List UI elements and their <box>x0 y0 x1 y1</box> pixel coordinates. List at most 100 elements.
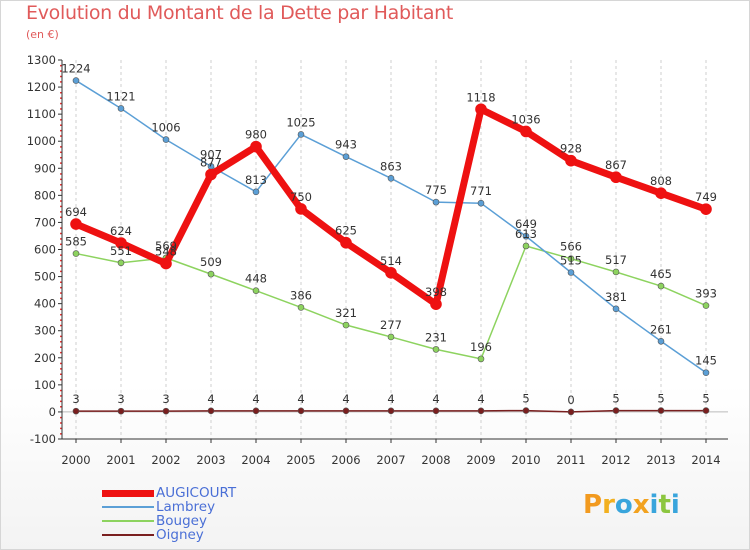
y-minor-tick <box>60 108 62 110</box>
data-point-bougey <box>612 268 620 276</box>
data-point-augicourt <box>385 266 397 279</box>
y-minor-tick <box>60 324 62 327</box>
y-minor-tick <box>60 341 62 343</box>
data-label-augicourt: 980 <box>245 128 267 142</box>
y-minor-tick <box>60 281 62 283</box>
data-point-bougey <box>342 321 350 329</box>
data-point-augicourt <box>430 298 442 310</box>
x-tick-label: 2004 <box>241 453 270 467</box>
data-label-lambrey: 145 <box>695 354 717 368</box>
y-minor-tick <box>60 346 62 348</box>
logo-letter: P <box>583 490 603 520</box>
data-label-augicourt: 398 <box>425 285 447 299</box>
data-point-bougey <box>477 355 485 363</box>
data-point-lambrey <box>117 105 125 112</box>
data-label-augicourt: 877 <box>200 156 222 170</box>
data-point-oigney <box>432 407 440 415</box>
y-tick-label: 0 <box>49 405 56 419</box>
data-label-lambrey: 649 <box>515 217 537 231</box>
y-tick-label: 200 <box>34 351 56 365</box>
y-minor-tick <box>60 362 62 365</box>
y-minor-tick <box>60 373 62 376</box>
legend-swatch <box>102 489 154 497</box>
y-minor-tick <box>60 70 62 72</box>
data-label-augicourt: 1118 <box>466 90 495 104</box>
legend-label: Oigney <box>156 527 204 543</box>
data-label-oigney: 3 <box>72 392 79 406</box>
data-label-lambrey: 775 <box>425 183 447 197</box>
data-label-bougey: 566 <box>560 240 582 254</box>
y-minor-tick <box>60 205 62 208</box>
y-minor-tick <box>60 292 62 294</box>
data-point-lambrey <box>297 131 305 138</box>
x-tick-label: 2012 <box>601 453 630 467</box>
y-minor-tick <box>60 189 62 191</box>
y-minor-tick <box>60 243 62 246</box>
y-minor-tick <box>60 135 62 137</box>
data-point-augicourt <box>520 125 532 138</box>
y-minor-tick <box>60 119 62 121</box>
data-label-oigney: 4 <box>432 392 439 406</box>
y-minor-tick <box>60 400 62 403</box>
data-point-lambrey <box>657 337 665 345</box>
x-tick-label: 2001 <box>106 453 135 467</box>
y-tick-label: 1200 <box>27 80 56 94</box>
y-tick-label: 900 <box>34 161 56 175</box>
data-label-augicourt: 625 <box>335 224 357 238</box>
x-tick-label: 2002 <box>151 453 180 467</box>
data-label-augicourt: 1036 <box>511 112 540 126</box>
y-minor-tick <box>60 265 62 267</box>
data-label-augicourt: 750 <box>290 190 312 204</box>
legend-label: Lambrey <box>156 499 216 515</box>
y-minor-tick <box>60 102 62 105</box>
data-point-lambrey <box>567 269 575 276</box>
y-minor-tick <box>60 146 62 148</box>
legend-item-augicourt: AUGICOURT <box>102 486 236 500</box>
proxiti-logo: Proxiti <box>583 490 680 520</box>
logo-letter: o <box>614 490 633 520</box>
data-point-bougey <box>522 242 530 250</box>
y-minor-tick <box>60 378 62 381</box>
data-label-bougey: 321 <box>335 306 357 320</box>
data-point-oigney <box>162 407 170 415</box>
data-point-oigney <box>252 407 260 415</box>
data-point-lambrey <box>522 232 530 240</box>
data-label-bougey: 196 <box>470 340 492 354</box>
y-tick-label: 100 <box>34 378 56 392</box>
y-minor-tick <box>60 211 62 213</box>
legend: AUGICOURT Lambrey Bougey Oigney <box>102 486 236 542</box>
legend-swatch <box>102 520 154 522</box>
data-point-bougey <box>657 282 665 290</box>
chart-title: Evolution du Montant de la Dette par Hab… <box>26 2 454 24</box>
data-label-oigney: 0 <box>567 393 574 407</box>
data-label-lambrey: 515 <box>560 254 582 268</box>
y-minor-tick <box>60 335 62 338</box>
data-point-augicourt <box>475 103 487 116</box>
data-label-lambrey: 261 <box>650 322 672 336</box>
data-label-lambrey: 1121 <box>106 89 135 103</box>
data-label-bougey: 551 <box>110 244 132 258</box>
data-label-oigney: 4 <box>477 392 484 406</box>
data-label-oigney: 4 <box>387 392 394 406</box>
data-point-oigney <box>117 407 125 415</box>
y-minor-tick <box>60 129 62 132</box>
data-point-bougey <box>252 287 260 294</box>
data-label-lambrey: 907 <box>200 147 222 161</box>
x-tick-label: 2003 <box>196 453 225 467</box>
y-minor-tick <box>60 259 62 262</box>
data-label-bougey: 448 <box>245 272 267 286</box>
data-point-oigney <box>612 407 620 414</box>
data-label-oigney: 5 <box>702 392 709 406</box>
data-point-augicourt <box>295 203 307 215</box>
data-label-bougey: 231 <box>425 330 447 344</box>
data-label-oigney: 4 <box>342 392 349 406</box>
data-point-augicourt <box>700 203 712 215</box>
y-minor-tick <box>60 162 62 164</box>
data-label-augicourt: 749 <box>695 190 717 204</box>
data-point-bougey <box>207 270 215 278</box>
y-minor-tick <box>60 389 62 392</box>
data-label-oigney: 5 <box>657 392 664 406</box>
data-point-lambrey <box>387 175 395 182</box>
data-point-oigney <box>702 407 710 414</box>
